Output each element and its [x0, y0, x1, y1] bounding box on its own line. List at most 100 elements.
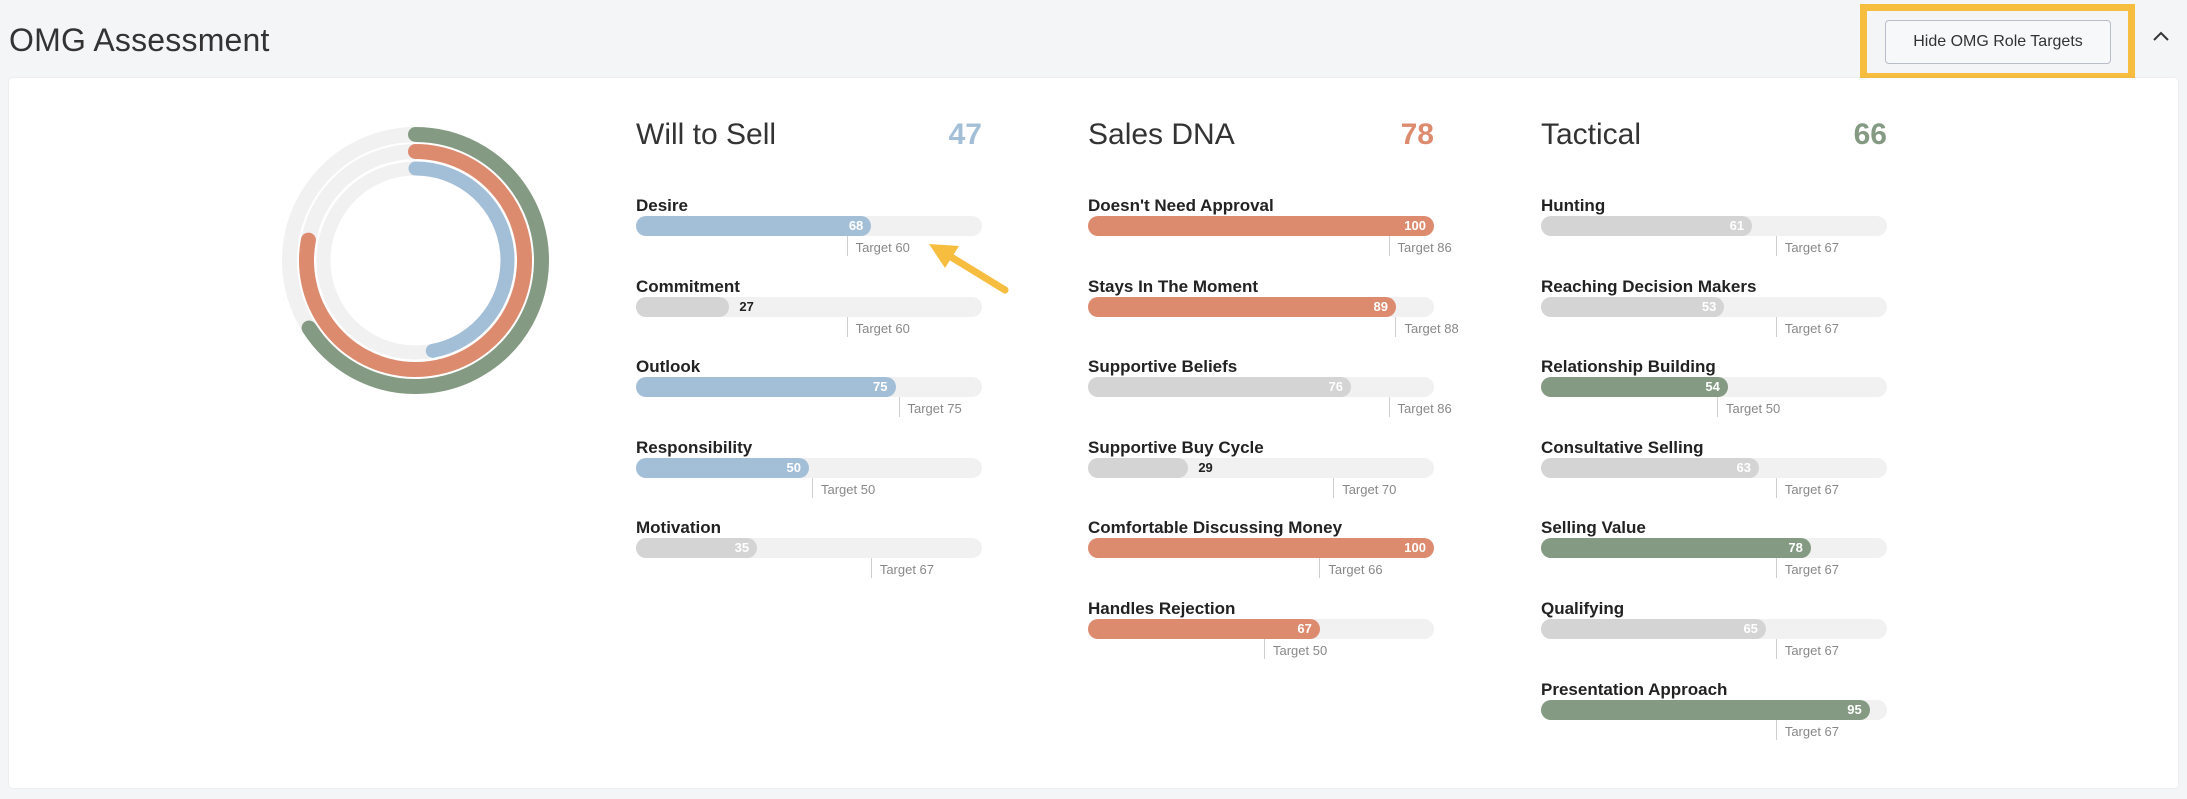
target-label: Target 88 — [1404, 320, 1459, 336]
metric-bar-fill — [1541, 538, 1811, 559]
metric-bar-fill — [636, 457, 809, 478]
chevron-up-icon[interactable] — [2150, 26, 2172, 48]
metric-value: 68 — [848, 218, 864, 233]
donut-ring-arc — [299, 144, 532, 377]
highlight-annotation-box — [1860, 4, 2135, 80]
metric-name: Supportive Beliefs — [1088, 357, 1238, 377]
metric-row: Doesn't Need Approval 100 Target 86 — [1088, 196, 1452, 276]
target-tick — [846, 236, 848, 256]
metric-bar-fill — [1541, 296, 1725, 317]
metric-value: 78 — [1788, 540, 1803, 556]
metric-value: 50 — [786, 459, 801, 475]
metric-row: Supportive Beliefs 76 Target 86 — [1088, 357, 1452, 437]
metric-bar-fill — [1541, 216, 1753, 236]
metric-bar-fill — [1541, 457, 1759, 478]
metric-value: 95 — [1847, 701, 1862, 717]
metric-name: Supportive Buy Cycle — [1088, 437, 1264, 457]
metric-bar-track: 54 — [1541, 377, 1887, 398]
metric-value: 35 — [734, 540, 750, 556]
metric-row: Supportive Buy Cycle 29 Target 70 — [1088, 438, 1434, 518]
metric-bar-track: 68 — [636, 216, 982, 236]
target-tick — [1775, 316, 1777, 337]
metric-bar-track: 61 — [1541, 216, 1887, 236]
column-score: 47 — [948, 118, 982, 151]
metric-row: Handles Rejection 67 Target 50 — [1088, 599, 1434, 679]
metric-bar-fill — [1541, 619, 1766, 639]
arrow-annotation-icon — [929, 244, 1009, 294]
column-header: Will to Sell 47 — [636, 118, 982, 158]
column-score: 66 — [1853, 118, 1887, 151]
target-label: Target 60 — [855, 320, 910, 336]
target-label: Target 67 — [1784, 643, 1840, 658]
metric-name: Motivation — [636, 518, 721, 538]
metric-bar-fill — [636, 216, 872, 236]
column-header: Sales DNA 78 — [1088, 118, 1434, 158]
metric-value: 63 — [1736, 459, 1751, 475]
metric-row: Hunting 61 Target 67 — [1541, 196, 1887, 276]
target-label: Target 50 — [1726, 401, 1781, 417]
metric-bar-fill — [1088, 619, 1320, 639]
metric-value: 65 — [1743, 621, 1758, 636]
metric-row: Relationship Building 54 Target 50 — [1541, 357, 1887, 437]
target-tick — [1395, 316, 1397, 337]
metric-name: Consultative Selling — [1541, 437, 1704, 457]
metric-bar-fill — [636, 538, 758, 559]
metric-name: Handles Rejection — [1088, 599, 1236, 618]
metric-bar-track: 76 — [1088, 377, 1434, 398]
metric-bar-track: 78 — [1541, 538, 1887, 559]
metric-row: Stays In The Moment 89 Target 88 — [1088, 276, 1459, 357]
metric-name: Relationship Building — [1541, 357, 1716, 377]
metric-name: Selling Value — [1541, 518, 1646, 538]
metric-name: Outlook — [636, 357, 701, 377]
metric-bar-track: 75 — [636, 377, 982, 398]
metric-name: Comfortable Discussing Money — [1088, 518, 1343, 538]
target-label: Target 67 — [1784, 240, 1840, 255]
will-to-sell-column: Will to Sell 47 Desire 68 Target 60 Commitm… — [636, 118, 982, 579]
metric-row: Selling Value 78 Target 67 — [1541, 518, 1887, 598]
metric-bar-track: 27 — [636, 296, 982, 317]
target-label: Target 67 — [879, 562, 935, 578]
target-label: Target 67 — [1784, 723, 1840, 739]
metric-row: Desire 68 Target 60 — [636, 196, 982, 276]
target-label: Target 75 — [907, 401, 962, 417]
target-label: Target 60 — [855, 240, 910, 255]
metric-value: 67 — [1297, 621, 1312, 636]
target-tick — [898, 397, 900, 418]
column-score: 78 — [1400, 118, 1434, 151]
target-label: Target 67 — [1784, 481, 1840, 497]
target-tick — [1388, 397, 1390, 418]
metric-bar-fill — [636, 296, 730, 317]
target-label: Target 67 — [1784, 562, 1840, 578]
metric-name: Stays In The Moment — [1088, 276, 1259, 296]
target-tick — [1333, 477, 1335, 498]
metric-row: Presentation Approach 95 Target 67 — [1541, 680, 1887, 760]
hide-role-targets-button[interactable]: Hide OMG Role Targets — [1885, 20, 2111, 64]
metric-bar-track: 35 — [636, 538, 982, 559]
column-title: Sales DNA — [1088, 118, 1235, 151]
target-tick — [846, 316, 848, 337]
target-label: Target 50 — [821, 481, 876, 497]
metric-name: Commitment — [636, 276, 740, 296]
metric-name: Responsibility — [636, 437, 753, 457]
target-tick — [1388, 236, 1390, 256]
target-tick — [1775, 236, 1777, 256]
metric-bar-track: 63 — [1541, 457, 1887, 478]
metric-bar-fill — [1541, 377, 1728, 398]
metric-bar-fill — [1088, 457, 1189, 478]
column-title: Will to Sell — [636, 118, 777, 151]
target-tick — [870, 558, 872, 579]
metric-value: 100 — [1404, 218, 1426, 233]
tactical-column: Tactical 66 Hunting 61 Target 67 Reaching D… — [1541, 118, 1887, 740]
target-label: Target 70 — [1342, 481, 1397, 497]
metric-row: Qualifying 65 Target 67 — [1541, 599, 1887, 679]
metric-bar-fill — [1541, 699, 1870, 720]
metric-name: Reaching Decision Makers — [1541, 276, 1757, 296]
target-tick — [812, 477, 813, 498]
target-label: Target 66 — [1328, 562, 1383, 578]
metric-row: Consultative Selling 63 Target 67 — [1541, 438, 1887, 518]
metric-row: Reaching Decision Makers 53 Target 67 — [1541, 277, 1887, 357]
metric-bar-track: 29 — [1088, 457, 1434, 478]
metric-bar-track: 95 — [1541, 699, 1887, 720]
metric-row: Outlook 75 Target 75 — [636, 357, 982, 437]
metric-bar-track: 50 — [636, 457, 982, 478]
